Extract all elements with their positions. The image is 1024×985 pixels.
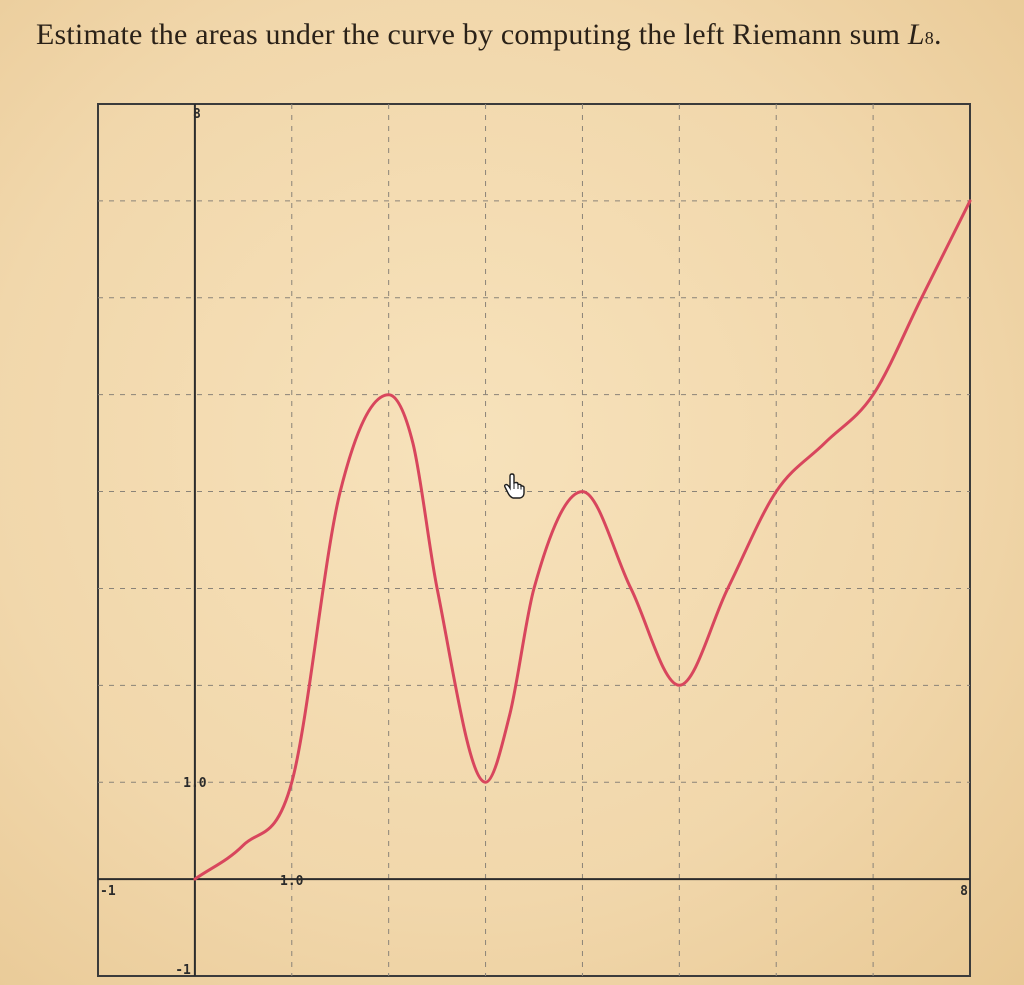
y-max-label: 8 [193, 107, 201, 122]
x-max-label: 8 [960, 884, 968, 899]
question-prefix: Estimate the areas under the curve by co… [36, 18, 908, 51]
x-min-label: -1 [100, 884, 116, 899]
horizontal-gridlines [98, 200, 970, 783]
hand-cursor-icon [503, 473, 525, 499]
riemann-sum-symbol: L [907, 18, 925, 51]
question-text: Estimate the areas under the curve by co… [36, 18, 942, 52]
question-suffix: . [933, 18, 942, 51]
plot-frame [97, 103, 971, 977]
riemann-sum-subscript: 8 [924, 28, 934, 48]
y-min-label: -1 [175, 963, 191, 978]
y-unit-label: 1.0 [183, 776, 207, 791]
vertical-gridlines [291, 104, 874, 976]
series-line [193, 199, 972, 881]
x-unit-label: 1.0 [280, 874, 304, 889]
